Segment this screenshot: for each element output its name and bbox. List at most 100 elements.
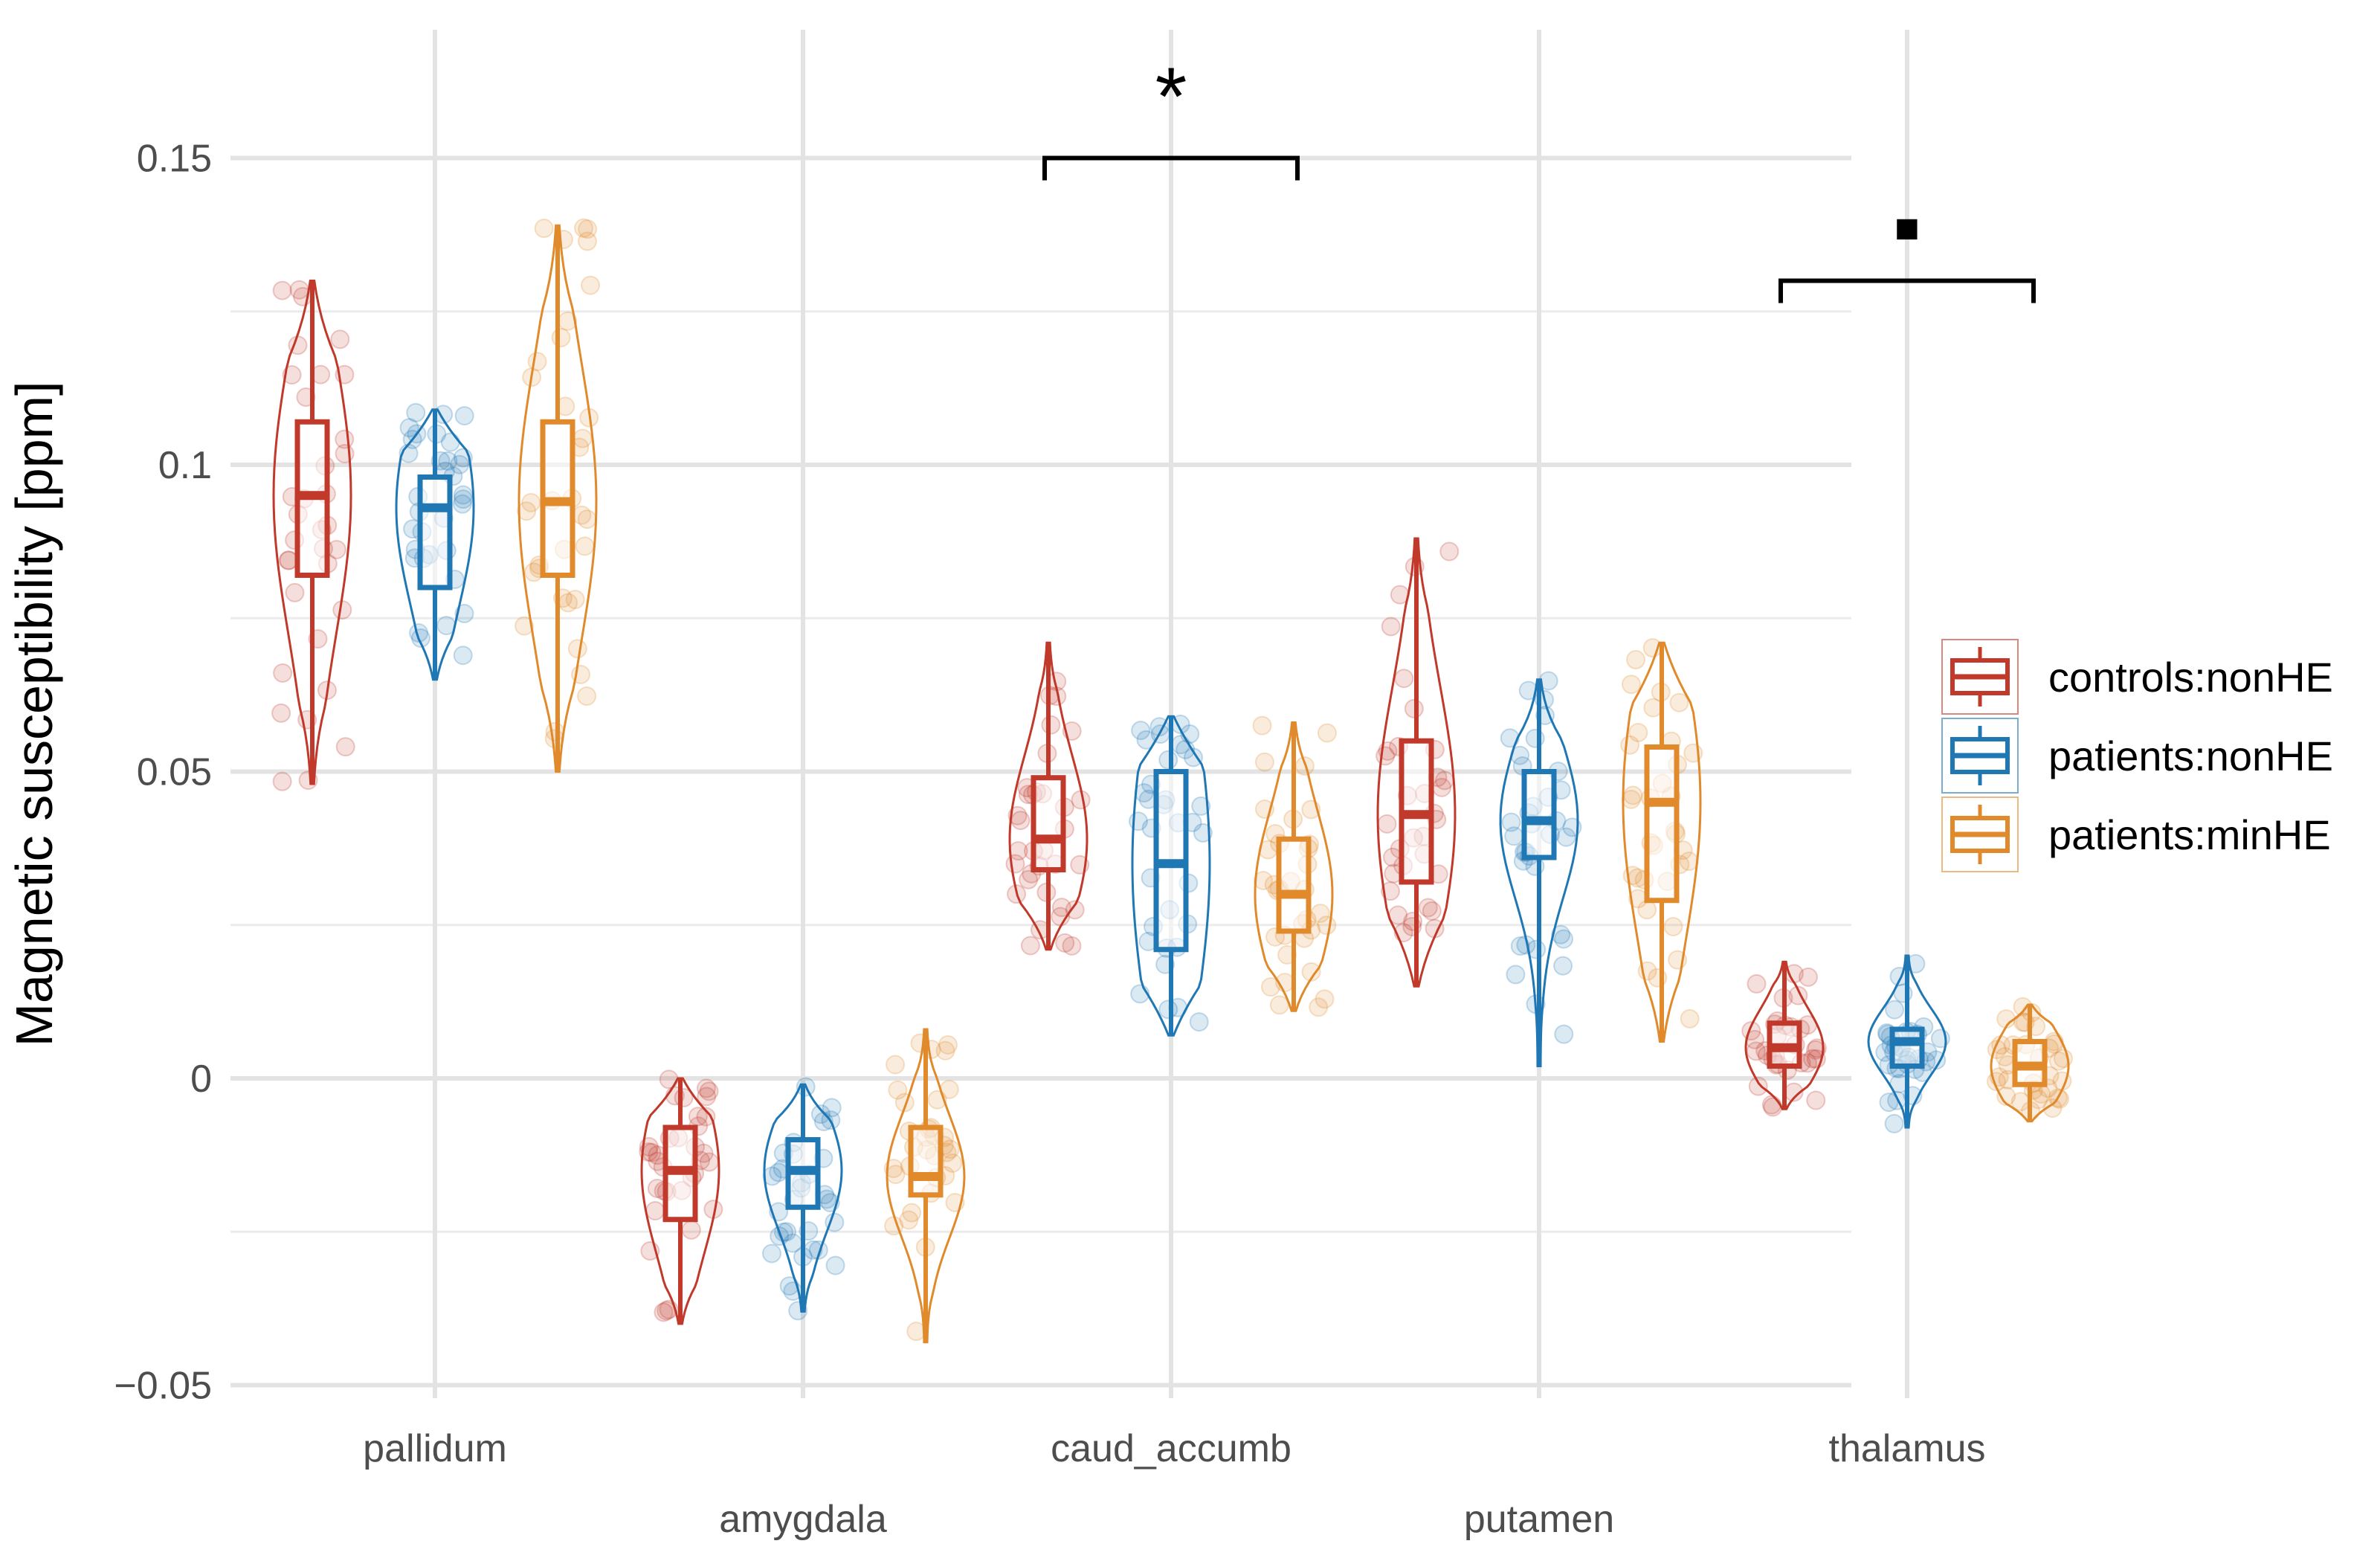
data-point <box>770 1226 790 1246</box>
data-point <box>577 686 597 706</box>
x-tick-label: amygdala <box>719 1498 887 1541</box>
significance-label: * <box>1155 51 1187 143</box>
data-point <box>1062 721 1082 741</box>
data-point <box>1906 953 1926 974</box>
box <box>1031 775 1066 872</box>
data-point <box>894 1092 915 1113</box>
data-point <box>1996 1086 2016 1106</box>
data-point <box>1504 826 1524 846</box>
data-point <box>1007 805 1028 826</box>
y-tick-label: 0.1 <box>158 444 212 487</box>
data-point <box>1741 1021 1761 1041</box>
data-point <box>1149 717 1170 737</box>
data-point <box>1070 855 1090 875</box>
data-point <box>1516 935 1536 955</box>
data-point <box>783 1281 803 1301</box>
box <box>1644 744 1680 904</box>
data-point <box>577 231 597 251</box>
data-point <box>822 1098 842 1118</box>
data-point <box>402 429 422 449</box>
data-point <box>1680 1008 1700 1029</box>
legend-label: patients:minHE <box>2048 811 2331 858</box>
data-point <box>1065 900 1085 920</box>
data-point <box>1005 854 1025 874</box>
data-point <box>317 680 337 701</box>
significance-bracket <box>1778 278 2036 303</box>
data-point <box>1130 984 1150 1004</box>
data-point <box>1309 997 1329 1017</box>
data-point <box>1131 721 1151 741</box>
data-point <box>1626 650 1646 670</box>
data-point <box>1404 698 1424 718</box>
data-point <box>1746 1041 1766 1061</box>
data-point <box>1020 936 1040 956</box>
data-point <box>1622 866 1642 886</box>
data-point <box>943 1153 963 1173</box>
box <box>1889 1026 1925 1069</box>
data-point <box>1926 1050 1947 1070</box>
data-point <box>659 1069 679 1090</box>
data-point <box>2048 1051 2068 1071</box>
data-point <box>1806 1090 1826 1110</box>
data-point <box>335 364 355 384</box>
legend-key <box>1941 718 2019 794</box>
data-point <box>407 424 427 444</box>
data-point <box>438 451 458 471</box>
data-point <box>884 1216 904 1236</box>
data-point <box>1071 790 1091 810</box>
data-point <box>1989 1067 2009 1087</box>
data-point <box>436 616 457 636</box>
data-point <box>1761 1095 1781 1115</box>
data-point <box>1051 907 1071 927</box>
data-point <box>1136 730 1156 750</box>
data-point <box>1623 785 1643 805</box>
data-point <box>2042 1098 2063 1118</box>
data-point <box>1439 541 1460 561</box>
legend-key <box>1941 639 2019 715</box>
data-point <box>1315 989 1335 1009</box>
data-point <box>515 616 535 636</box>
data-point <box>1620 735 1640 755</box>
data-point <box>1007 884 1027 904</box>
data-point <box>1637 900 1657 920</box>
data-point <box>825 1255 845 1275</box>
data-point <box>1784 1082 1804 1102</box>
data-point <box>2050 1089 2070 1109</box>
data-point <box>1806 1040 1826 1060</box>
x-tick-label: thalamus <box>1829 1427 1986 1470</box>
significance-bracket <box>1042 155 1300 181</box>
data-point <box>567 639 587 659</box>
significance-annotations: *▪ <box>1042 51 2036 303</box>
boxplots <box>294 225 2048 1342</box>
data-point <box>1317 723 1337 743</box>
data-point <box>2048 1088 2068 1108</box>
data-point <box>1434 770 1454 791</box>
data-point <box>335 737 355 757</box>
data-point <box>645 1201 665 1221</box>
data-point <box>825 1212 845 1232</box>
data-point <box>945 1192 965 1212</box>
data-point <box>527 352 547 372</box>
data-point <box>1987 1072 2007 1092</box>
data-point <box>1669 692 1689 712</box>
data-point <box>330 329 350 350</box>
data-point <box>639 1142 659 1162</box>
data-point <box>1260 977 1280 997</box>
data-point <box>886 1165 906 1185</box>
data-point <box>452 494 472 514</box>
data-point <box>534 219 554 239</box>
data-point <box>2053 1049 2073 1069</box>
data-point <box>1683 743 1703 763</box>
data-point <box>409 623 429 643</box>
data-point <box>1763 1097 1783 1117</box>
data-point <box>1019 869 1039 889</box>
data-point <box>640 1241 660 1261</box>
data-point <box>1637 961 1657 981</box>
data-point <box>335 429 355 449</box>
x-tick-label: caud_accumb <box>1051 1427 1291 1470</box>
data-point <box>906 1322 926 1342</box>
data-point <box>642 1142 662 1162</box>
data-point <box>659 1299 679 1319</box>
